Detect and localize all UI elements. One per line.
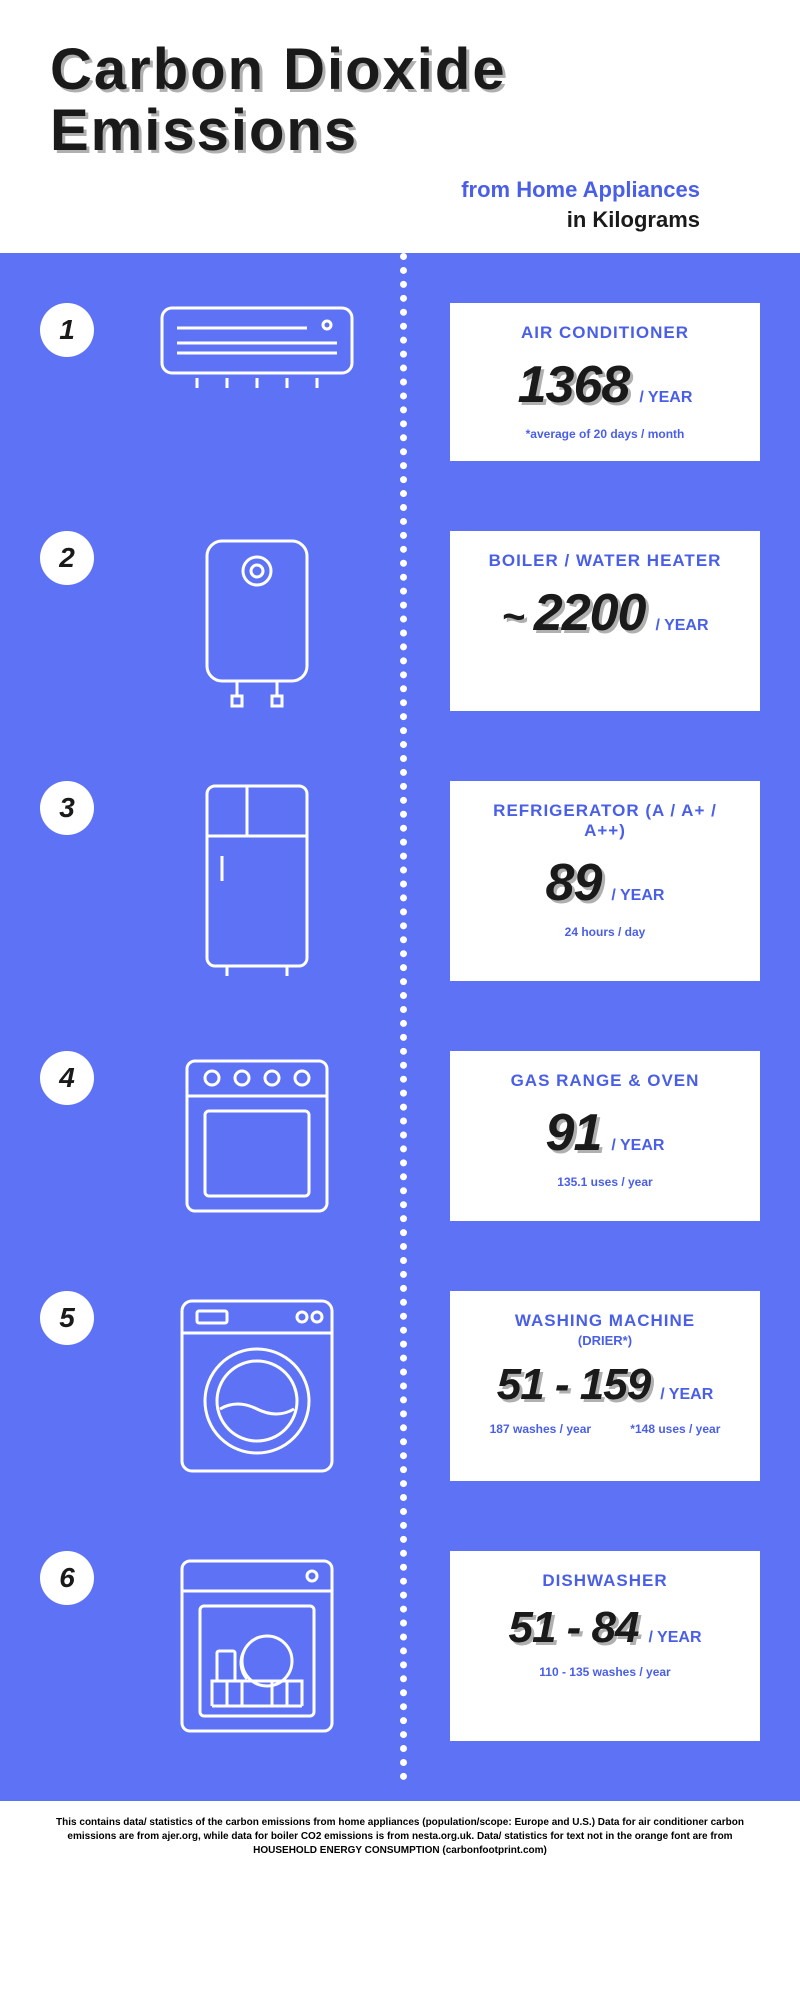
card-title: WASHING MACHINE (475, 1311, 735, 1331)
emission-value: 51 - 159 (497, 1360, 650, 1410)
data-card: AIR CONDITIONER 1368 / YEAR *average of … (450, 303, 760, 461)
data-card: WASHING MACHINE (DRIER*) 51 - 159 / YEAR… (450, 1291, 760, 1481)
card-title: AIR CONDITIONER (475, 323, 735, 343)
item-row: 4 GAS RANGE & OVEN 91 / YEAR 135.1 uses (40, 1051, 760, 1221)
subtitle-appliances: from Home Appliances (50, 177, 700, 203)
card-title: GAS RANGE & OVEN (475, 1071, 735, 1091)
emission-unit: / YEAR (611, 887, 664, 905)
emission-value: 2200 (534, 583, 646, 643)
emission-unit: / YEAR (639, 389, 692, 407)
number-badge: 2 (40, 531, 94, 585)
item-row: 6 DISHWAS (40, 1551, 760, 1741)
item-row: 5 WASHING MACHINE (DRIER*) 51 - 159 (40, 1291, 760, 1481)
emission-unit: / YEAR (660, 1386, 713, 1404)
oven-icon (114, 1051, 400, 1221)
card-note: 135.1 uses / year (475, 1175, 735, 1189)
number-badge: 4 (40, 1051, 94, 1105)
emission-value: 89 (546, 853, 602, 913)
emission-unit: / YEAR (648, 1629, 701, 1647)
item-row: 3 REFRIGERATOR (A / A+ / A++) 89 / YEAR … (40, 781, 760, 981)
boiler-icon (114, 531, 400, 711)
ac-icon (114, 303, 400, 393)
data-card: BOILER / WATER HEATER ~ 2200 / YEAR (450, 531, 760, 711)
number-badge: 3 (40, 781, 94, 835)
subtitle-unit: in Kilograms (50, 207, 700, 233)
item-row: 1 AIR CONDITIONER 1368 (40, 303, 760, 461)
number-badge: 5 (40, 1291, 94, 1345)
card-title: REFRIGERATOR (A / A+ / A++) (475, 801, 735, 841)
emission-value: 1368 (518, 355, 630, 415)
card-title: BOILER / WATER HEATER (475, 551, 735, 571)
header: Carbon Dioxide Emissions from Home Appli… (0, 0, 800, 253)
number-badge: 6 (40, 1551, 94, 1605)
fridge-icon (114, 781, 400, 981)
emission-unit: / YEAR (655, 617, 708, 635)
emission-value: 51 - 84 (508, 1603, 638, 1653)
emission-unit: / YEAR (611, 1137, 664, 1155)
card-note: *148 uses / year (630, 1422, 720, 1436)
value-prefix: ~ (501, 595, 523, 640)
card-subtitle: (DRIER*) (475, 1333, 735, 1348)
main-content: 1 AIR CONDITIONER 1368 (0, 253, 800, 1801)
data-card: REFRIGERATOR (A / A+ / A++) 89 / YEAR 24… (450, 781, 760, 981)
data-card: DISHWASHER 51 - 84 / YEAR 110 - 135 wash… (450, 1551, 760, 1741)
card-note: 24 hours / day (475, 925, 735, 939)
card-note: 187 washes / year (490, 1422, 591, 1436)
dishwasher-icon (114, 1551, 400, 1741)
item-row: 2 BOILER / WATER HEATER ~ 2200 / YEAR (40, 531, 760, 711)
page-title: Carbon Dioxide Emissions (50, 40, 750, 162)
data-card: GAS RANGE & OVEN 91 / YEAR 135.1 uses / … (450, 1051, 760, 1221)
emission-value: 91 (546, 1103, 602, 1163)
washer-icon (114, 1291, 400, 1481)
card-note: 110 - 135 washes / year (475, 1665, 735, 1679)
card-note: *average of 20 days / month (475, 427, 735, 441)
number-badge: 1 (40, 303, 94, 357)
card-title: DISHWASHER (475, 1571, 735, 1591)
footer-text: This contains data/ statistics of the ca… (0, 1801, 800, 1873)
